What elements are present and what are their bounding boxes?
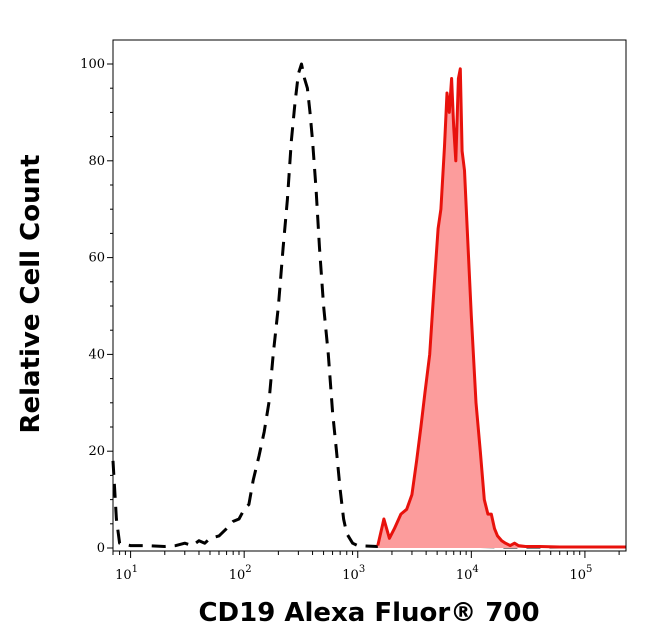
series-0-line — [111, 62, 626, 549]
y-axis-title: Relative Cell Count — [16, 154, 46, 433]
x-tick-label: 103 — [342, 564, 365, 583]
plot-frame — [112, 39, 627, 552]
y-axis: 0 20 40 60 80 100 — [80, 57, 113, 556]
x-tick-exponent: 1 — [132, 564, 138, 575]
y-tick-label: 40 — [88, 347, 105, 362]
x-tick-label: 102 — [229, 564, 252, 583]
y-tick-label: 60 — [88, 251, 105, 266]
x-tick-label: 105 — [569, 564, 592, 583]
series-layer — [111, 62, 626, 549]
y-tick-label: 20 — [88, 444, 105, 459]
x-tick-label: 104 — [456, 564, 479, 583]
x-tick-label: 101 — [115, 564, 138, 583]
y-tick-label: 80 — [88, 154, 105, 169]
x-axis-title: CD19 Alexa Fluor® 700 — [198, 598, 539, 628]
series-1-line — [376, 67, 626, 549]
series-1-area — [377, 68, 626, 549]
y-tick-label: 0 — [97, 541, 105, 556]
x-axis: 101 102 103 104 105 — [112, 551, 620, 583]
x-tick-exponent: 2 — [245, 564, 251, 575]
y-tick-label: 100 — [80, 57, 105, 72]
x-tick-exponent: 4 — [472, 564, 478, 575]
x-tick-exponent: 3 — [359, 564, 365, 575]
x-tick-exponent: 5 — [586, 564, 592, 575]
